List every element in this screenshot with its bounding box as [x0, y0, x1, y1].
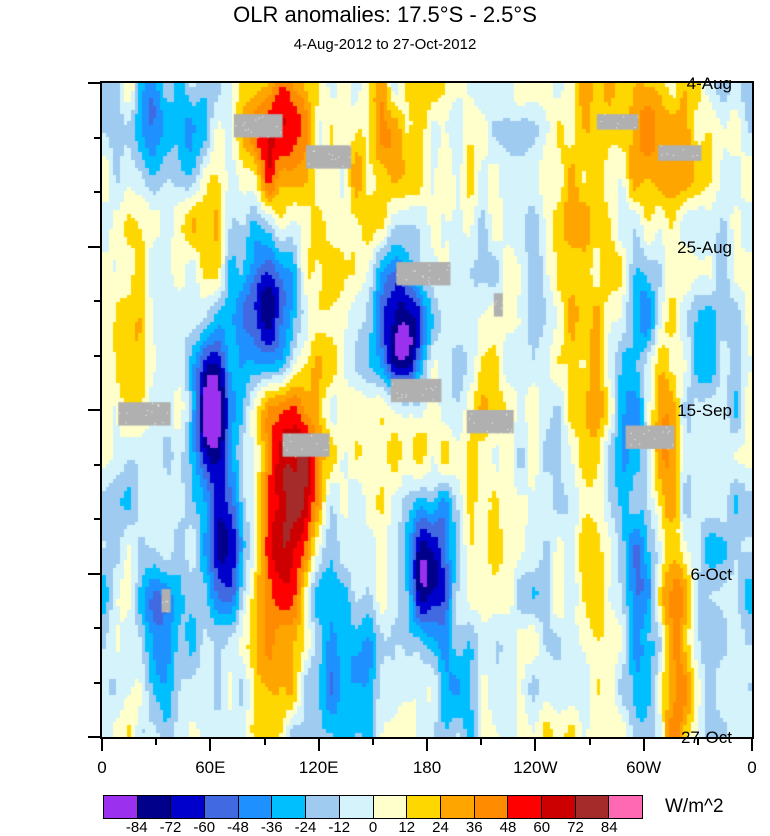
y-axis-label: 6-Oct: [690, 564, 732, 584]
y-axis-tick: [94, 627, 102, 629]
colorbar-tick-label: -12: [328, 819, 351, 836]
colorbar-tick-label: 84: [600, 819, 618, 836]
x-axis-label: 0: [97, 758, 107, 777]
x-axis-tick: [588, 737, 591, 745]
x-axis-tick: [371, 737, 374, 745]
colorbar-container: -84 -72 -60 -48 -36 -24 -12 0 12 24 36 48 60 72 84: [103, 795, 643, 836]
y-axis-tick: [88, 82, 102, 84]
y-axis-tick: [88, 409, 102, 411]
colorbar-tick-label: 72: [567, 819, 584, 836]
colorbar-tick-label: -36: [260, 819, 283, 836]
y-axis-tick: [94, 300, 102, 302]
y-axis-tick: [88, 572, 102, 575]
x-axis-tick: [696, 737, 699, 745]
colorbar-unit-label: W/m^2: [665, 796, 724, 817]
colorbar-swatch: [373, 796, 408, 818]
colorbar-swatch: [339, 796, 374, 818]
y-axis-tick: [88, 736, 102, 738]
colorbar-swatch: [541, 796, 576, 818]
y-axis-tick: [94, 354, 102, 357]
colorbar-swatch: [272, 796, 307, 818]
colorbar-swatch: [440, 796, 475, 818]
colorbar-swatch: [508, 796, 542, 818]
colorbar-tick-label: 60: [533, 819, 551, 836]
colorbar-tick-label: 12: [398, 819, 416, 836]
x-axis-tick: [263, 737, 266, 745]
colorbar-tick-label: 0: [368, 819, 378, 836]
y-axis-label: 25-Aug: [677, 237, 732, 257]
x-axis-tick: [101, 737, 103, 751]
colorbar-tick-label: -84: [125, 819, 148, 836]
colorbar-tick-label: 24: [432, 819, 449, 836]
y-axis-tick: [94, 518, 102, 520]
colorbar-swatch: [407, 796, 441, 818]
y-axis-label: 15-Sep: [677, 401, 732, 420]
colorbar-swatch: [104, 796, 138, 818]
page-title: OLR anomalies: 17.5°S - 2.5°S: [233, 2, 537, 27]
x-axis-tick: [642, 737, 645, 751]
colorbar-tick-label: 48: [499, 819, 517, 836]
x-axis-tick: [751, 737, 753, 751]
colorbar-swatch: [575, 796, 610, 818]
x-axis-label: 180: [412, 758, 442, 777]
x-axis-tick: [155, 737, 158, 745]
colorbar-tick-label: -72: [159, 819, 182, 836]
colorbar-swatch: [137, 796, 172, 818]
olr-anomaly-field: [102, 83, 752, 737]
colorbar-tick-label: -60: [193, 819, 216, 836]
y-axis-tick: [94, 191, 102, 193]
colorbar-tick-label: -48: [227, 819, 249, 836]
colorbar-tick-label: -24: [294, 819, 317, 836]
x-axis-label: 120E: [298, 758, 339, 777]
colorbar-swatch: [171, 796, 206, 818]
x-axis-tick: [426, 737, 428, 751]
colorbar-tick-label: 36: [465, 819, 483, 836]
x-axis-label: 0: [747, 758, 757, 777]
x-axis-tick: [534, 737, 537, 751]
colorbar: [103, 795, 643, 819]
page-subtitle: 4-Aug-2012 to 27-Oct-2012: [293, 36, 477, 53]
y-axis-tick: [88, 245, 102, 248]
x-axis-label: 60E: [195, 758, 226, 777]
y-axis-tick: [94, 681, 102, 684]
colorbar-swatch: [238, 796, 273, 818]
colorbar-swatch: [306, 796, 340, 818]
y-axis-tick: [94, 463, 102, 466]
x-axis-tick: [480, 737, 483, 745]
x-axis-tick: [317, 737, 320, 751]
y-axis-label: 27-Oct: [680, 728, 732, 747]
hovmoller-plot-area: 0 60E 120E 180 120W 60W 0 4-Aug 25-Aug 15-Sep 6-Oc…: [88, 75, 757, 776]
x-axis-label: 120W: [513, 758, 558, 777]
y-axis-label: 4-Aug: [686, 74, 732, 93]
x-axis-tick: [209, 737, 212, 751]
colorbar-swatch: [609, 796, 642, 818]
colorbar-swatch: [205, 796, 239, 818]
y-axis-tick: [94, 136, 102, 139]
colorbar-swatch: [474, 796, 509, 818]
x-axis-label: 60W: [626, 758, 662, 777]
